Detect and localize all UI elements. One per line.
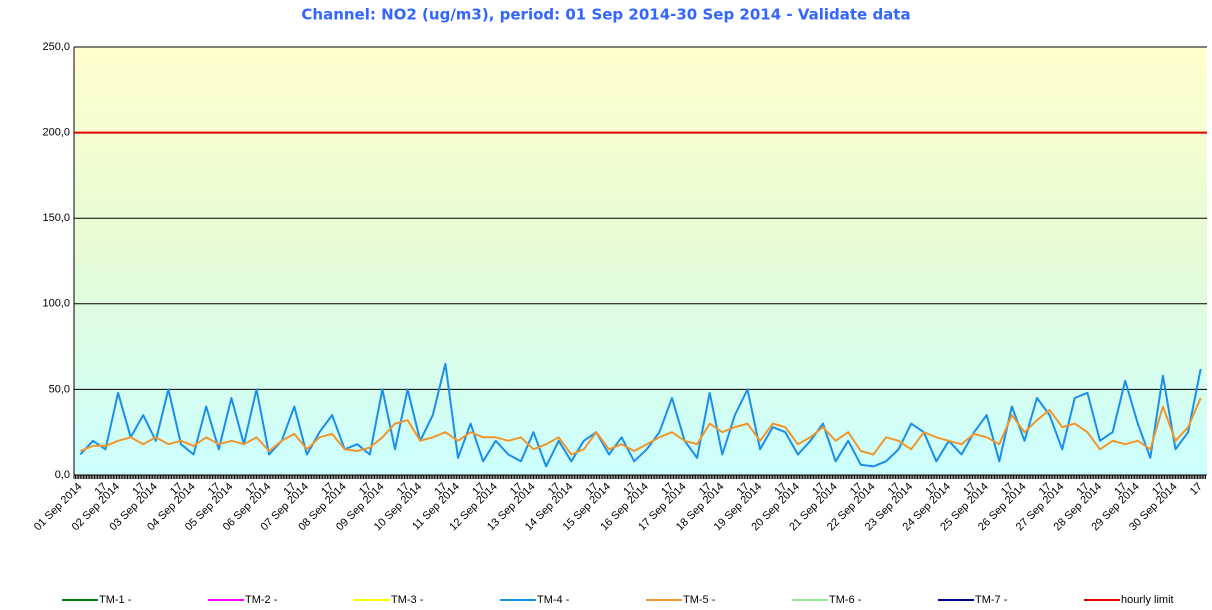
y-tick-label: 150,0 [42, 212, 70, 224]
legend-label: TM-7 - [975, 594, 1008, 606]
legend-label: TM-4 - [537, 594, 570, 606]
y-tick-label: 50,0 [49, 383, 70, 395]
series-line [79, 362, 1202, 468]
legend-label: TM-6 - [829, 594, 862, 606]
y-tick-label: 0,0 [55, 469, 70, 481]
y-tick-label: 200,0 [42, 127, 70, 139]
y-tick-label: 250,0 [42, 41, 70, 53]
plot-background [74, 47, 1207, 475]
legend-label: TM-5 - [683, 594, 716, 606]
legend-label: TM-3 - [391, 594, 424, 606]
legend-label: hourly limit [1121, 594, 1174, 606]
x-tick-label: 17 [1188, 481, 1205, 498]
legend-label: TM-1 - [99, 594, 132, 606]
legend-label: TM-2 - [245, 594, 278, 606]
series-line [79, 397, 1202, 456]
chart-title: Channel: NO2 (ug/m3), period: 01 Sep 201… [301, 6, 910, 24]
y-tick-label: 100,0 [42, 298, 70, 310]
